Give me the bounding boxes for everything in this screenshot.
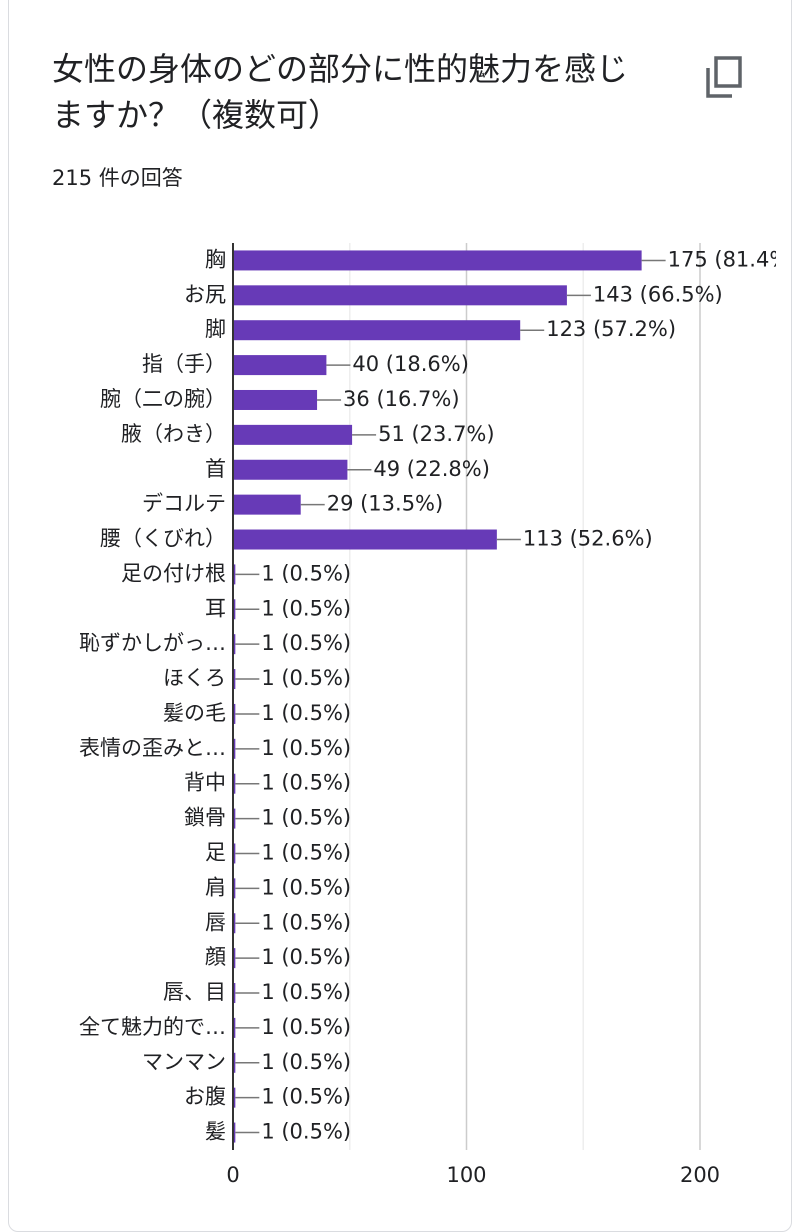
bar	[233, 634, 236, 655]
bar	[233, 669, 236, 690]
y-tick-label: 顔	[205, 945, 226, 969]
bar	[233, 599, 236, 620]
y-tick-label: 髪の毛	[163, 701, 226, 725]
value-label: 1 (0.5%)	[261, 561, 351, 585]
value-label: 1 (0.5%)	[261, 736, 351, 760]
value-label: 1 (0.5%)	[261, 666, 351, 690]
bar	[233, 878, 236, 899]
value-label: 1 (0.5%)	[261, 701, 351, 725]
value-label: 1 (0.5%)	[261, 1015, 351, 1039]
value-label: 40 (18.6%)	[352, 352, 469, 376]
value-label: 1 (0.5%)	[261, 806, 351, 830]
bar	[233, 320, 521, 341]
y-tick-label: お腹	[184, 1085, 226, 1109]
y-tick-label: 耳	[205, 596, 226, 620]
bar	[233, 913, 236, 934]
bar	[233, 1017, 236, 1038]
y-tick-label: 髪	[205, 1120, 226, 1144]
y-tick-label: 足の付け根	[121, 561, 226, 585]
bar	[233, 948, 236, 969]
x-tick-label: 200	[680, 1163, 720, 1187]
copy-icon[interactable]	[706, 56, 742, 98]
value-label: 51 (23.7%)	[378, 422, 495, 446]
value-label: 143 (66.5%)	[593, 282, 723, 306]
bar	[233, 285, 567, 306]
bar	[233, 494, 301, 515]
y-tick-label: 首	[205, 457, 226, 481]
y-tick-label: ほくろ	[163, 666, 226, 690]
bar	[233, 983, 236, 1004]
bar	[233, 424, 353, 445]
bar	[233, 355, 327, 376]
value-label: 1 (0.5%)	[261, 1120, 351, 1144]
bar	[233, 529, 497, 550]
y-tick-label: 表情の歪みと…	[79, 736, 226, 760]
value-label: 29 (13.5%)	[327, 492, 444, 516]
value-label: 1 (0.5%)	[261, 1085, 351, 1109]
bar	[233, 1087, 236, 1108]
value-label: 36 (16.7%)	[343, 387, 460, 411]
bar	[233, 459, 348, 480]
value-label: 1 (0.5%)	[261, 1050, 351, 1074]
value-label: 1 (0.5%)	[261, 840, 351, 864]
bar	[233, 1052, 236, 1073]
value-label: 1 (0.5%)	[261, 631, 351, 655]
question-title: 女性の身体のどの部分に性的魅力を感じますか？（複数可）	[52, 50, 629, 134]
y-tick-label: 指（手）	[142, 352, 226, 376]
value-label: 1 (0.5%)	[261, 771, 351, 795]
value-label: 175 (81.4%)	[668, 247, 798, 271]
y-tick-label: 恥ずかしがっ…	[79, 631, 226, 655]
y-tick-label: 腰（くびれ）	[100, 527, 226, 551]
value-label: 1 (0.5%)	[261, 910, 351, 934]
y-tick-label: 背中	[184, 771, 226, 795]
bar	[233, 773, 236, 794]
y-tick-label: 唇	[205, 910, 226, 934]
y-tick-label: 胸	[205, 247, 226, 271]
value-label: 1 (0.5%)	[261, 980, 351, 1004]
x-tick-label: 0	[226, 1163, 239, 1187]
bar	[233, 389, 318, 410]
y-tick-label: 肩	[205, 875, 226, 899]
y-tick-label: 唇、目	[163, 980, 226, 1004]
value-label: 49 (22.8%)	[373, 457, 490, 481]
y-tick-label: マンマン	[142, 1050, 226, 1074]
y-tick-label: 腕（二の腕）	[100, 387, 226, 411]
bar	[233, 703, 236, 724]
value-label: 1 (0.5%)	[261, 596, 351, 620]
value-label: 123 (57.2%)	[546, 317, 676, 341]
value-label: 113 (52.6%)	[523, 527, 653, 551]
value-label: 1 (0.5%)	[261, 875, 351, 899]
response-count: 215 件の回答	[52, 166, 183, 190]
y-tick-label: 腋（わき）	[121, 422, 226, 446]
y-tick-label: デコルテ	[142, 492, 226, 516]
bar	[233, 1122, 236, 1143]
bar	[233, 808, 236, 829]
x-tick-label: 100	[446, 1163, 486, 1187]
bar	[233, 250, 642, 271]
bar	[233, 564, 236, 585]
value-label: 1 (0.5%)	[261, 945, 351, 969]
y-tick-label: 全て魅力的で…	[79, 1015, 226, 1039]
bar	[233, 843, 236, 864]
y-tick-label: 足	[205, 840, 226, 864]
y-tick-label: お尻	[184, 282, 226, 306]
y-tick-label: 鎖骨	[184, 806, 226, 830]
bar	[233, 738, 236, 759]
y-tick-label: 脚	[205, 317, 226, 341]
